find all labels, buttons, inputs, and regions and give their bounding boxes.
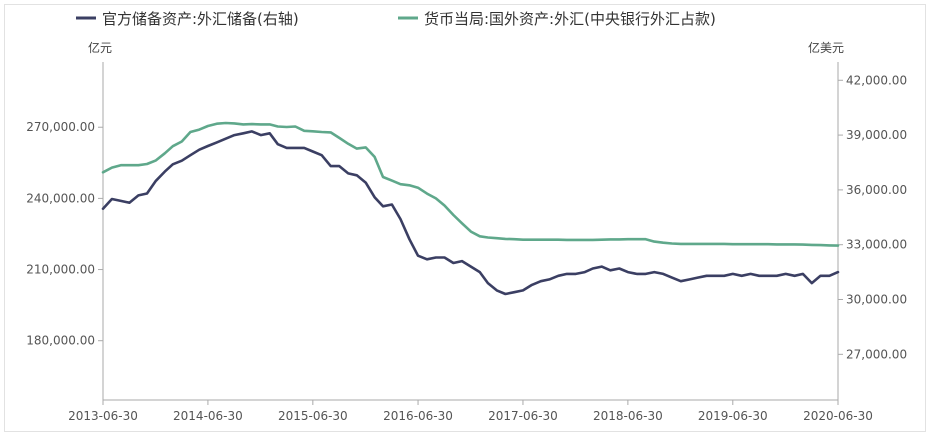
right-axis-ticks: 27,000.00 30,000.00 33,000.00 36,000.00 39,0… [838,73,907,361]
x-tick-label: 2015-06-30 [278,409,348,423]
left-tick-label: 270,000.00 [26,120,95,134]
legend: 官方储备资产:外汇储备(右轴) 货币当局:国外资产:外汇(中央银行外汇占款) [76,10,716,28]
series-line-fx-funds [101,121,840,247]
x-tick-label: 2013-06-30 [68,409,138,423]
left-axis-unit: 亿元 [88,40,112,55]
x-tick-label: 2019-06-30 [698,409,768,423]
series-layer [101,121,840,296]
right-tick-label: 33,000.00 [846,238,907,252]
series-line-fx-reserves [101,130,840,296]
left-tick-label: 240,000.00 [26,191,95,205]
left-tick-label: 210,000.00 [26,263,95,277]
right-tick-label: 27,000.00 [846,347,907,361]
legend-label-fx-funds: 货币当局:国外资产:外汇(中央银行外汇占款) [424,10,716,28]
x-axis-ticks: 2013-06-30 2014-06-30 2015-06-30 2016-06-30… [68,400,873,423]
right-axis-unit: 亿美元 [808,40,844,55]
right-tick-label: 36,000.00 [846,183,907,197]
x-tick-label: 2017-06-30 [488,409,558,423]
left-tick-label: 180,000.00 [26,334,95,348]
right-tick-label: 42,000.00 [846,73,907,87]
x-tick-label: 2014-06-30 [173,409,243,423]
legend-label-fx-reserves: 官方储备资产:外汇储备(右轴) [102,10,299,28]
x-tick-label: 2018-06-30 [593,409,663,423]
x-tick-label: 2020-06-30 [803,409,873,423]
right-tick-label: 30,000.00 [846,293,907,307]
left-axis-ticks: 180,000.00 210,000.00 240,000.00 270,000.00 [26,120,103,348]
right-tick-label: 39,000.00 [846,128,907,142]
chart-frame [4,4,926,432]
x-tick-label: 2016-06-30 [383,409,453,423]
